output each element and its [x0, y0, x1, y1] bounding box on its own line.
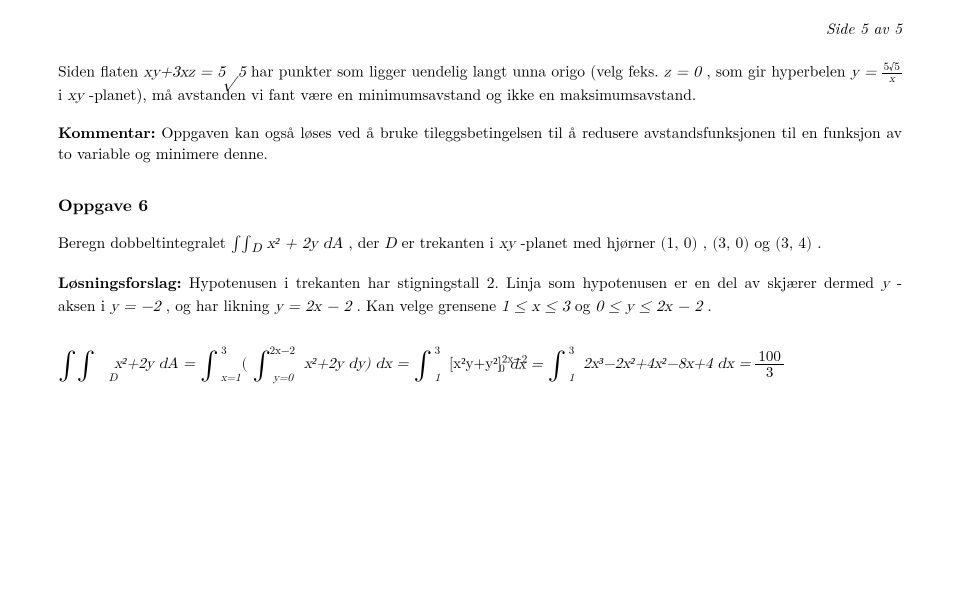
p2-label: Kommentar:	[58, 120, 156, 143]
p3-text-a: Beregn dobbeltintegralet	[58, 232, 231, 253]
p4-math-4: 1 ≤ x ≤ 3	[501, 300, 569, 315]
section-heading: Oppgave 6	[58, 193, 902, 217]
eq-int-4: ∫ 3 1	[413, 351, 432, 379]
p4-label: Løsningsforslag:	[58, 270, 182, 293]
eq-int-3-top: 2x−2	[270, 345, 295, 358]
eq-int-1-sub: D	[109, 372, 117, 385]
eq-int-2-top: 3	[221, 345, 227, 358]
p3-text-b: , der	[348, 232, 384, 253]
p3-int-sub: D	[252, 242, 262, 255]
eq-result-den: 3	[755, 365, 784, 381]
p3-text-e: ,	[703, 232, 712, 253]
eq-int-4-top: 3	[435, 345, 441, 358]
eq-result-frac: 100 3	[755, 349, 784, 382]
p3-text-g: .	[817, 232, 821, 253]
p4-math-3: y = 2x − 2	[275, 300, 352, 315]
p4-text-e: og	[575, 295, 596, 316]
p1-math-2: z = 0	[664, 66, 701, 81]
p4-text-d: . Kan velge grensene	[356, 295, 501, 316]
eq-rhs-body: 2x³−2x²+4x²−8x+4 dx =	[583, 356, 755, 371]
p4-text-a: Hypotenusen i trekanten har stigningstal…	[189, 272, 881, 293]
eq-int-3-bot: y=0	[273, 372, 293, 385]
eq-int-2-bot: x=1	[221, 372, 241, 385]
eq-bracket-sub: 0	[499, 364, 505, 375]
eq-int-1: ∫∫ D	[58, 351, 95, 379]
eq-mid-1: x²+2y dy) dx =	[304, 356, 413, 371]
eq-result-num: 100	[755, 349, 784, 366]
eq-int-3: ∫ 2x−2 y=0	[252, 351, 271, 379]
eq-int-2: ∫ 3 x=1	[200, 351, 219, 379]
p1-frac-num: 5√5	[882, 61, 902, 74]
paragraph-2: Kommentar: Oppgaven kan også løses ved å…	[58, 122, 902, 165]
eq-int-5-top: 3	[569, 345, 575, 358]
p2-text: Oppgaven kan også løses ved å bruke tile…	[58, 122, 902, 164]
p1-text-b: har punkter som ligger uendelig langt un…	[251, 61, 664, 82]
p4-text-f: .	[707, 295, 711, 316]
p3-text-d: -planet med hjørner	[521, 232, 661, 253]
page-number: Side 5 av 5	[58, 18, 902, 39]
eq-mid-2b: dx =	[510, 356, 548, 371]
p3-math-5: (3, 0)	[712, 237, 749, 252]
p3-math-2: D	[385, 237, 397, 252]
p1-frac: 5√5 x	[882, 61, 902, 85]
p3-math-6: (3, 4)	[775, 237, 812, 252]
p4-text-c: , og har likning	[166, 295, 275, 316]
eq-int-5: ∫ 3 1	[548, 351, 567, 379]
eq-lhs-body: x²+2y dA =	[114, 356, 200, 371]
eq-int-4-bot: 1	[435, 372, 441, 385]
eq-bracket-expr: [x²y+y²]	[449, 356, 502, 371]
p4-math-1: y	[881, 277, 889, 292]
p3-int-symbol: ∫∫	[231, 237, 252, 252]
paragraph-3: Beregn dobbeltintegralet ∫∫D x² + 2y dA …	[58, 233, 902, 258]
p1-text-c: , som gir hyperbelen	[706, 61, 850, 82]
p4-math-2: y = −2	[110, 300, 160, 315]
display-equation: ∫∫ D x²+2y dA = ∫ 3 x=1 ( ∫ 2x−2 y=0 x²+…	[58, 349, 902, 382]
eq-int-5-bot: 1	[569, 372, 575, 385]
p4-math-5: 0 ≤ y ≤ 2x − 2	[595, 300, 702, 315]
p3-math-4: (1, 0)	[661, 237, 698, 252]
p1-math-3-pre: y =	[851, 66, 882, 81]
p1-math-4: xy	[67, 89, 83, 104]
p1-text-e: -planet), må avstanden vi fant være en m…	[89, 84, 696, 105]
p1-text-a: Siden flaten	[58, 61, 144, 82]
p3-text-f: og	[754, 232, 775, 253]
paragraph-1: Siden flaten xy+3xz = 5√5 har punkter so…	[58, 61, 902, 108]
p3-math-3: xy	[499, 237, 515, 252]
p3-text-c: er trekanten i	[402, 232, 499, 253]
p1-frac-den: x	[882, 74, 902, 86]
p3-math-1: x² + 2y dA	[267, 237, 344, 252]
p1-math-1: xy+3xz = 5√5	[144, 66, 246, 81]
paragraph-4: Løsningsforslag: Hypotenusen i trekanten…	[58, 272, 902, 319]
